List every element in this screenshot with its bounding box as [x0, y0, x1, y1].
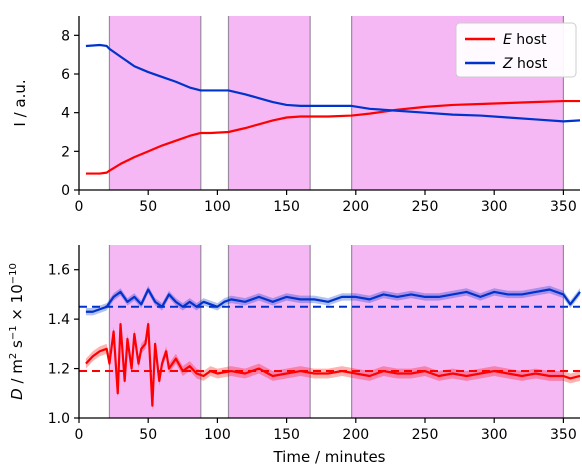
top-panel: 0 50 100 150 200 250 300 350 0 2 4 6 8 I / a.u. E host… — [11, 16, 581, 215]
x-tick-label: 0 — [75, 199, 84, 215]
x-tick-label: 250 — [412, 427, 439, 443]
y-axis-label: D / m2 s−1 × 10−10 — [8, 263, 26, 400]
x-tick-label: 300 — [481, 199, 508, 215]
legend: E host Z host — [455, 22, 577, 78]
x-tick-label: 50 — [139, 427, 157, 443]
y-tick-label: 0 — [61, 183, 70, 199]
shaded-interval-2 — [228, 16, 311, 190]
y-tick-label: 6 — [61, 67, 70, 83]
y-axis-label: I / a.u. — [11, 79, 29, 126]
x-tick-label: 0 — [75, 427, 84, 443]
y-tick-label: 8 — [61, 28, 70, 44]
x-tick-label: 150 — [273, 199, 300, 215]
y-tick-label: 4 — [61, 106, 70, 122]
x-tick-label: 200 — [342, 427, 369, 443]
y-tick-label: 1.4 — [48, 312, 70, 328]
y-tick-label: 2 — [61, 144, 70, 160]
series-line-1 — [85, 288, 581, 313]
x-axis-label: Time / minutes — [272, 448, 385, 466]
series-line-2 — [85, 322, 581, 407]
x-tick-label: 200 — [342, 199, 369, 215]
y-tick-label: 1.2 — [48, 362, 70, 378]
series-line-2 — [85, 43, 581, 123]
legend-entry-label: E host — [503, 32, 547, 48]
series-band-2 — [85, 319, 580, 411]
shaded-interval-1 — [109, 245, 201, 418]
y-tick-label: 1.0 — [48, 411, 70, 427]
x-tick-label: 100 — [204, 199, 231, 215]
shaded-interval-1 — [109, 16, 201, 190]
bottom-panel: 0 50 100 150 200 250 300 350 1.0 1.2 1.4 1.6 D / m2 … — [8, 245, 581, 466]
x-tick-label: 150 — [273, 427, 300, 443]
x-tick-label: 300 — [481, 427, 508, 443]
series-line-1 — [85, 99, 580, 175]
x-tick-label: 250 — [412, 199, 439, 215]
x-tick-label: 350 — [550, 199, 577, 215]
y-tick-label: 1.6 — [48, 263, 70, 279]
legend-entry-label: Z host — [502, 56, 548, 72]
x-tick-label: 350 — [550, 427, 577, 443]
shaded-interval-2 — [228, 245, 311, 418]
x-tick-label: 50 — [139, 199, 157, 215]
x-tick-label: 100 — [204, 427, 231, 443]
shaded-interval-3 — [351, 245, 564, 418]
